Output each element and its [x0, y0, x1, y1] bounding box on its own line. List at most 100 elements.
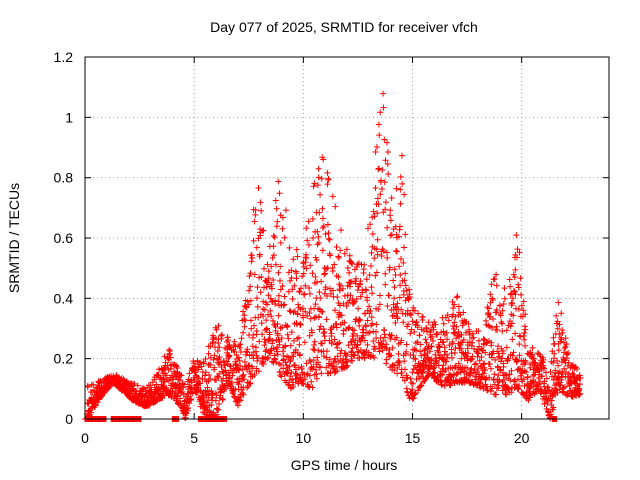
data-point [241, 323, 248, 330]
data-point [261, 306, 268, 313]
data-point [501, 285, 508, 292]
data-point [418, 382, 425, 389]
data-point [550, 376, 557, 383]
x-tick-label: 0 [81, 430, 89, 446]
data-point [278, 334, 285, 341]
data-point [330, 287, 337, 294]
data-point [415, 310, 422, 317]
data-point [403, 348, 410, 355]
data-point [212, 397, 219, 404]
data-point [451, 301, 458, 308]
data-point [389, 344, 396, 351]
data-point [514, 246, 521, 253]
data-point [562, 343, 569, 350]
data-point [523, 369, 530, 376]
data-point [270, 243, 277, 250]
data-point [375, 166, 382, 173]
data-point [197, 380, 204, 387]
data-point [374, 236, 381, 243]
data-point [319, 205, 326, 212]
data-point [162, 359, 169, 366]
data-point [372, 346, 379, 353]
data-point [237, 363, 244, 370]
data-point [576, 391, 583, 398]
data-point [275, 312, 282, 319]
data-point [406, 310, 413, 317]
data-point [386, 264, 393, 271]
data-point [134, 382, 141, 389]
data-point [398, 306, 405, 313]
data-point [357, 293, 364, 300]
data-point [281, 234, 288, 241]
data-point [236, 378, 243, 385]
data-point [192, 363, 199, 370]
data-point [383, 139, 390, 146]
data-point [288, 329, 295, 336]
data-point [491, 381, 498, 388]
y-tick-label: 1 [65, 109, 73, 125]
data-point [317, 363, 324, 370]
data-point [236, 367, 243, 374]
data-point [499, 355, 506, 362]
data-point [515, 284, 522, 291]
data-point [251, 271, 258, 278]
data-point [407, 375, 414, 382]
data-point [453, 323, 460, 330]
data-point [501, 295, 508, 302]
data-point [455, 303, 462, 310]
data-point [186, 400, 193, 407]
data-point [264, 325, 271, 332]
data-point [296, 341, 303, 348]
data-point [248, 258, 255, 265]
data-point [336, 339, 343, 346]
data-point [252, 348, 259, 355]
data-point [437, 336, 444, 343]
data-point [391, 295, 398, 302]
data-point [393, 247, 400, 254]
data-point [368, 314, 375, 321]
data-point [206, 372, 213, 379]
data-point [320, 156, 327, 163]
data-point [400, 244, 407, 251]
data-point [231, 338, 238, 345]
data-point [328, 339, 335, 346]
data-point [185, 405, 192, 412]
data-point [351, 352, 358, 359]
data-point [302, 259, 309, 266]
data-point [271, 352, 278, 359]
y-tick-label: 0.6 [54, 230, 74, 246]
data-point [249, 255, 256, 262]
data-point [413, 376, 420, 383]
data-point [366, 329, 373, 336]
data-point [469, 330, 476, 337]
data-point [306, 372, 313, 379]
data-point [267, 307, 274, 314]
data-point [457, 339, 464, 346]
y-tick-label: 0.2 [54, 351, 74, 367]
data-point [237, 349, 244, 356]
data-point [217, 389, 224, 396]
data-point [469, 353, 476, 360]
data-point [482, 367, 489, 374]
data-point [337, 247, 344, 254]
data-point [316, 209, 323, 216]
data-point [441, 383, 448, 390]
data-point [310, 357, 317, 364]
data-point [384, 161, 391, 168]
data-point [262, 348, 269, 355]
data-point [260, 312, 267, 319]
data-point [451, 349, 458, 356]
data-point [404, 374, 411, 381]
data-point [324, 221, 331, 228]
data-point [509, 352, 516, 359]
data-point [404, 307, 411, 314]
data-point [331, 307, 338, 314]
data-point [403, 341, 410, 348]
data-point [315, 347, 322, 354]
data-point [451, 330, 458, 337]
data-point [550, 404, 557, 411]
data-point [250, 237, 257, 244]
data-point [376, 301, 383, 308]
data-point [536, 378, 543, 385]
data-point [167, 354, 174, 361]
